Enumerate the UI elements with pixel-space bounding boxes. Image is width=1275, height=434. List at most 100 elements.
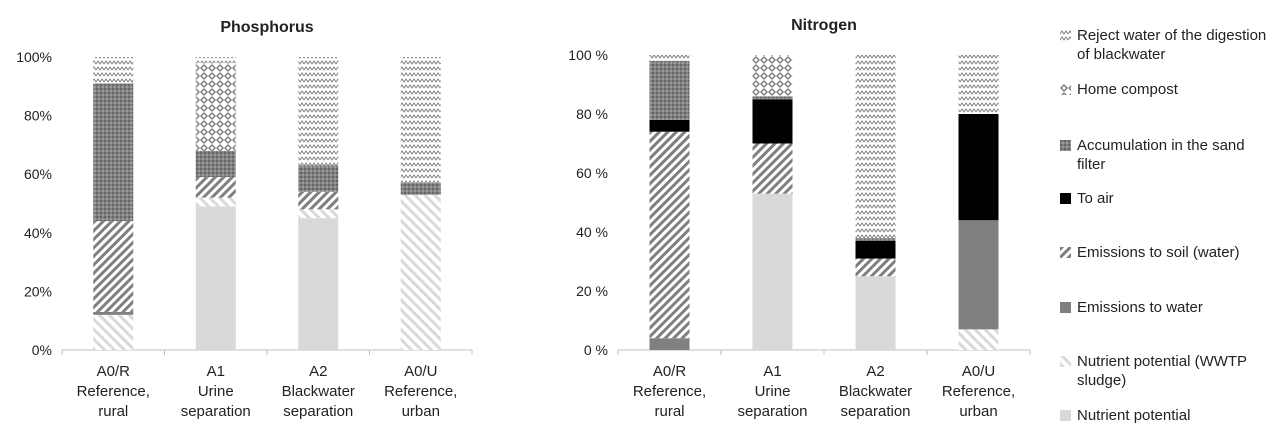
legend-swatch-home-compost xyxy=(1060,84,1071,95)
bar-segment-phosphorus-1-accumulation-in-the-sand-filter xyxy=(195,150,236,178)
x-tick-label-phosphorus-0-1: Reference, xyxy=(77,383,150,400)
legend-label-nutrient-wwtp: Nutrient potential (WWTP sludge) xyxy=(1077,353,1247,389)
x-tick-label-nitrogen-0-0: A0/R xyxy=(653,363,687,380)
x-tick-label-nitrogen-2-0: A2 xyxy=(866,363,884,380)
legend-label-home-compost: Home compost xyxy=(1077,81,1178,98)
legend-label-emissions-soil: Emissions to soil (water) xyxy=(1077,244,1240,261)
x-tick-label-nitrogen-1-2: separation xyxy=(737,403,807,420)
bar-segment-phosphorus-1-nutrient-potential-wwtp-sludge xyxy=(195,197,236,207)
y-tick-label-phosphorus-1: 20% xyxy=(24,283,52,299)
legend-label-nutrient-potential: Nutrient potential xyxy=(1077,407,1191,424)
y-tick-label-nitrogen-2: 40 % xyxy=(576,224,608,240)
y-tick-label-nitrogen-0: 0 % xyxy=(584,342,608,358)
legend-swatch-sand-filter xyxy=(1060,140,1071,151)
bar-segment-nitrogen-0-to-air xyxy=(649,119,690,132)
x-tick-label-nitrogen-2-1: Blackwater xyxy=(839,383,912,400)
bar-segment-nitrogen-2-reject-water-of-the-digestion-of-blackwater xyxy=(855,55,896,238)
legend-item-reject-water: Reject water of the digestion of blackwa… xyxy=(1060,26,1270,64)
bar-segment-nitrogen-1-home-compost xyxy=(752,55,793,97)
chart-phosphorus: Phosphorus 0% 20% 40% 60% 80% 100% A0/R Referenc… xyxy=(16,19,473,420)
bar-segment-nitrogen-0-reject-water-of-the-digestion-of-blackwater xyxy=(649,55,690,61)
bar-segment-phosphorus-2-emissions-to-soil-water xyxy=(298,191,339,210)
x-tick-label-nitrogen-2-2: separation xyxy=(840,403,910,420)
y-tick-label-phosphorus-2: 40% xyxy=(24,225,52,241)
bar-segment-phosphorus-0-nutrient-potential-wwtp-sludge xyxy=(93,314,134,350)
legend-item-home-compost: Home compost xyxy=(1060,80,1178,99)
y-tick-label-nitrogen-5: 100 % xyxy=(568,47,608,63)
chart-title-phosphorus: Phosphorus xyxy=(220,19,313,36)
chart-nitrogen: Nitrogen 0 % 20 % 40 % 60 % 80 % 100 % A0/R Refe… xyxy=(568,17,1031,420)
legend-label-sand-filter: Accumulation in the sand filter xyxy=(1077,137,1245,173)
legend-item-emissions-soil: Emissions to soil (water) xyxy=(1060,243,1240,262)
x-tick-label-phosphorus-3-0: A0/U xyxy=(404,363,437,380)
x-tick-label-nitrogen-3-1: Reference, xyxy=(942,383,1015,400)
bar-segment-nitrogen-0-emissions-to-soil-water xyxy=(649,131,690,339)
y-tick-label-phosphorus-5: 100% xyxy=(16,49,52,65)
bar-segment-nitrogen-1-nutrient-potential xyxy=(752,193,793,350)
legend-swatch-emissions-soil xyxy=(1060,247,1071,258)
bar-segment-phosphorus-1-reject-water-of-the-digestion-of-blackwater xyxy=(195,57,236,63)
bar-segment-phosphorus-2-nutrient-potential-wwtp-sludge xyxy=(298,209,339,219)
legend-swatch-emissions-water xyxy=(1060,302,1071,313)
bar-segment-nitrogen-2-accumulation-in-the-sand-filter xyxy=(855,237,896,241)
x-tick-label-nitrogen-1-0: A1 xyxy=(763,363,781,380)
legend-item-nutrient-potential: Nutrient potential xyxy=(1060,406,1190,425)
x-tick-label-phosphorus-0-2: rural xyxy=(98,403,128,420)
bar-segment-nitrogen-1-accumulation-in-the-sand-filter xyxy=(752,96,793,100)
x-tick-label-phosphorus-3-2: urban xyxy=(402,403,440,420)
y-tick-label-phosphorus-4: 80% xyxy=(24,108,52,124)
bar-segment-nitrogen-3-to-air xyxy=(958,114,999,221)
x-tick-label-phosphorus-1-0: A1 xyxy=(207,363,225,380)
bar-segment-phosphorus-3-nutrient-potential-wwtp-sludge xyxy=(400,194,441,350)
x-tick-label-phosphorus-2-0: A2 xyxy=(309,363,327,380)
legend-swatch-to-air xyxy=(1060,193,1071,204)
bar-segment-nitrogen-2-nutrient-potential xyxy=(855,276,896,350)
y-tick-label-nitrogen-4: 80 % xyxy=(576,106,608,122)
bar-segment-phosphorus-2-accumulation-in-the-sand-filter xyxy=(298,165,339,192)
bar-segment-nitrogen-1-emissions-to-soil-water xyxy=(752,143,793,194)
legend-label-emissions-water: Emissions to water xyxy=(1077,299,1203,316)
bar-segment-nitrogen-2-emissions-to-soil-water xyxy=(855,258,896,277)
legend-label-to-air: To air xyxy=(1077,190,1114,207)
x-tick-label-phosphorus-1-2: separation xyxy=(181,403,251,420)
bar-segment-phosphorus-1-nutrient-potential xyxy=(195,206,236,350)
legend-swatch-nutrient-wwtp xyxy=(1060,356,1071,367)
x-tick-label-phosphorus-2-2: separation xyxy=(283,403,353,420)
bar-segment-nitrogen-3-nutrient-potential-wwtp-sludge xyxy=(958,329,999,350)
bar-segment-nitrogen-0-accumulation-in-the-sand-filter xyxy=(649,60,690,120)
legend-item-emissions-water: Emissions to water xyxy=(1060,298,1203,317)
legend-item-sand-filter: Accumulation in the sand filter xyxy=(1060,136,1270,174)
bar-segment-phosphorus-2-nutrient-potential xyxy=(298,218,339,350)
y-tick-label-phosphorus-3: 60% xyxy=(24,166,52,182)
bar-segment-phosphorus-0-emissions-to-water xyxy=(93,311,134,315)
y-tick-label-nitrogen-3: 60 % xyxy=(576,165,608,181)
bar-segment-nitrogen-3-emissions-to-water xyxy=(958,220,999,330)
legend-item-to-air: To air xyxy=(1060,189,1114,208)
legend-swatch-reject-water xyxy=(1060,30,1071,41)
bar-segment-phosphorus-0-emissions-to-soil-water xyxy=(93,221,134,312)
legend-swatch-nutrient-potential xyxy=(1060,410,1071,421)
x-tick-label-phosphorus-1-1: Urine xyxy=(198,383,234,400)
bar-segment-phosphorus-3-accumulation-in-the-sand-filter xyxy=(400,182,441,195)
bar-segment-phosphorus-0-accumulation-in-the-sand-filter xyxy=(93,83,134,222)
legend-item-nutrient-wwtp: Nutrient potential (WWTP sludge) xyxy=(1060,352,1270,390)
bar-segment-nitrogen-0-emissions-to-water xyxy=(649,338,690,350)
x-tick-label-nitrogen-0-1: Reference, xyxy=(633,383,706,400)
bar-segment-nitrogen-1-to-air xyxy=(752,99,793,144)
x-tick-label-nitrogen-3-0: A0/U xyxy=(962,363,995,380)
bar-segment-phosphorus-2-reject-water-of-the-digestion-of-blackwater xyxy=(298,57,339,166)
x-tick-label-phosphorus-3-1: Reference, xyxy=(384,383,457,400)
chart-title-nitrogen: Nitrogen xyxy=(791,17,857,34)
y-tick-label-nitrogen-1: 20 % xyxy=(576,283,608,299)
bar-segment-phosphorus-0-reject-water-of-the-digestion-of-blackwater xyxy=(93,57,134,84)
bar-segment-phosphorus-1-home-compost xyxy=(195,62,236,151)
x-tick-label-phosphorus-2-1: Blackwater xyxy=(282,383,355,400)
x-tick-label-nitrogen-0-2: rural xyxy=(654,403,684,420)
x-tick-label-phosphorus-0-0: A0/R xyxy=(97,363,131,380)
y-tick-label-phosphorus-0: 0% xyxy=(32,342,52,358)
x-tick-label-nitrogen-3-2: urban xyxy=(959,403,997,420)
bar-segment-phosphorus-3-reject-water-of-the-digestion-of-blackwater xyxy=(400,57,441,183)
bar-segment-phosphorus-1-emissions-to-soil-water xyxy=(195,177,236,198)
legend-label-reject-water: Reject water of the digestion of blackwa… xyxy=(1077,27,1267,63)
